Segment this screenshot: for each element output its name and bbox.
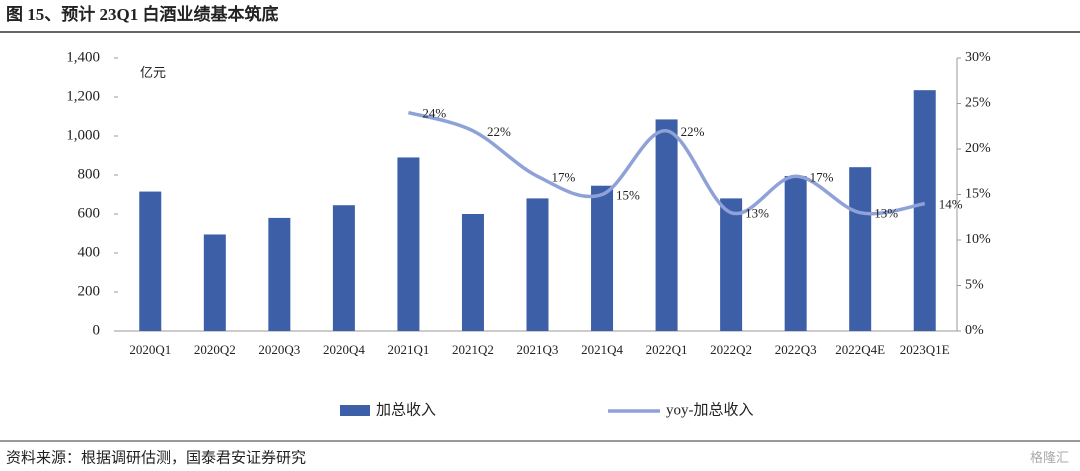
data-label: 13% <box>745 206 769 221</box>
legend-label: 加总收入 <box>376 401 436 418</box>
y-tick-label: 1,200 <box>66 88 100 104</box>
y-tick-label: 400 <box>78 244 101 260</box>
x-tick-label: 2021Q3 <box>517 342 559 357</box>
bar <box>720 198 743 331</box>
bar <box>139 191 162 331</box>
bar <box>203 234 226 331</box>
x-tick-label: 2020Q1 <box>129 342 171 357</box>
figure-title: 图 15、预计 23Q1 白酒业绩基本筑底 <box>6 4 278 24</box>
y-tick-label: 200 <box>78 283 101 299</box>
y2-tick-label: 30% <box>965 50 991 65</box>
bar <box>526 198 549 331</box>
bar <box>913 90 936 331</box>
data-label: 15% <box>616 187 640 202</box>
bar <box>655 119 678 331</box>
line <box>407 110 926 216</box>
data-label: 13% <box>874 206 898 221</box>
x-tick-label: 2022Q2 <box>710 342 752 357</box>
y2-tick-label: 10% <box>965 232 991 247</box>
data-label: 17% <box>552 169 576 184</box>
bar <box>784 175 807 331</box>
x-tick-label: 2021Q4 <box>581 342 623 357</box>
data-label: 17% <box>810 169 834 184</box>
x-tick-label: 2022Q3 <box>775 342 817 357</box>
x-tick-label: 2021Q1 <box>387 342 429 357</box>
y-tick-label: 800 <box>78 166 101 182</box>
x-tick-label: 2020Q3 <box>258 342 300 357</box>
y2-tick-label: 25% <box>965 96 991 111</box>
watermark: 格隆汇 <box>1030 450 1069 465</box>
data-label: 22% <box>487 124 511 139</box>
bar <box>332 205 355 331</box>
x-tick-label: 2021Q2 <box>452 342 494 357</box>
legend-swatch <box>340 405 370 416</box>
bar <box>849 167 872 331</box>
unit-label: 亿元 <box>140 65 166 80</box>
data-label: 22% <box>681 124 705 139</box>
y2-tick-label: 20% <box>965 141 991 156</box>
y-tick-label: 1,000 <box>66 127 100 143</box>
source: 资料来源：根据调研估测，国泰君安证券研究 <box>6 449 306 466</box>
y-tick-label: 1,400 <box>66 49 100 65</box>
x-tick-label: 2022Q4E <box>835 342 885 357</box>
bar <box>461 214 484 331</box>
x-tick-label: 2020Q2 <box>194 342 236 357</box>
bar <box>268 217 291 331</box>
x-tick-label: 2022Q1 <box>646 342 688 357</box>
bar <box>397 157 420 331</box>
y-tick-label: 600 <box>78 205 101 221</box>
data-label: 14% <box>939 197 963 212</box>
y-tick-label: 0 <box>93 322 101 338</box>
y2-tick-label: 5% <box>965 278 984 293</box>
x-tick-label: 2020Q4 <box>323 342 365 357</box>
legend-label: yoy-加总收入 <box>666 401 754 418</box>
x-tick-label: 2023Q1E <box>900 342 950 357</box>
y2-tick-label: 0% <box>965 323 984 338</box>
y2-tick-label: 15% <box>965 187 991 202</box>
bar <box>591 185 614 331</box>
data-label: 24% <box>422 106 446 121</box>
